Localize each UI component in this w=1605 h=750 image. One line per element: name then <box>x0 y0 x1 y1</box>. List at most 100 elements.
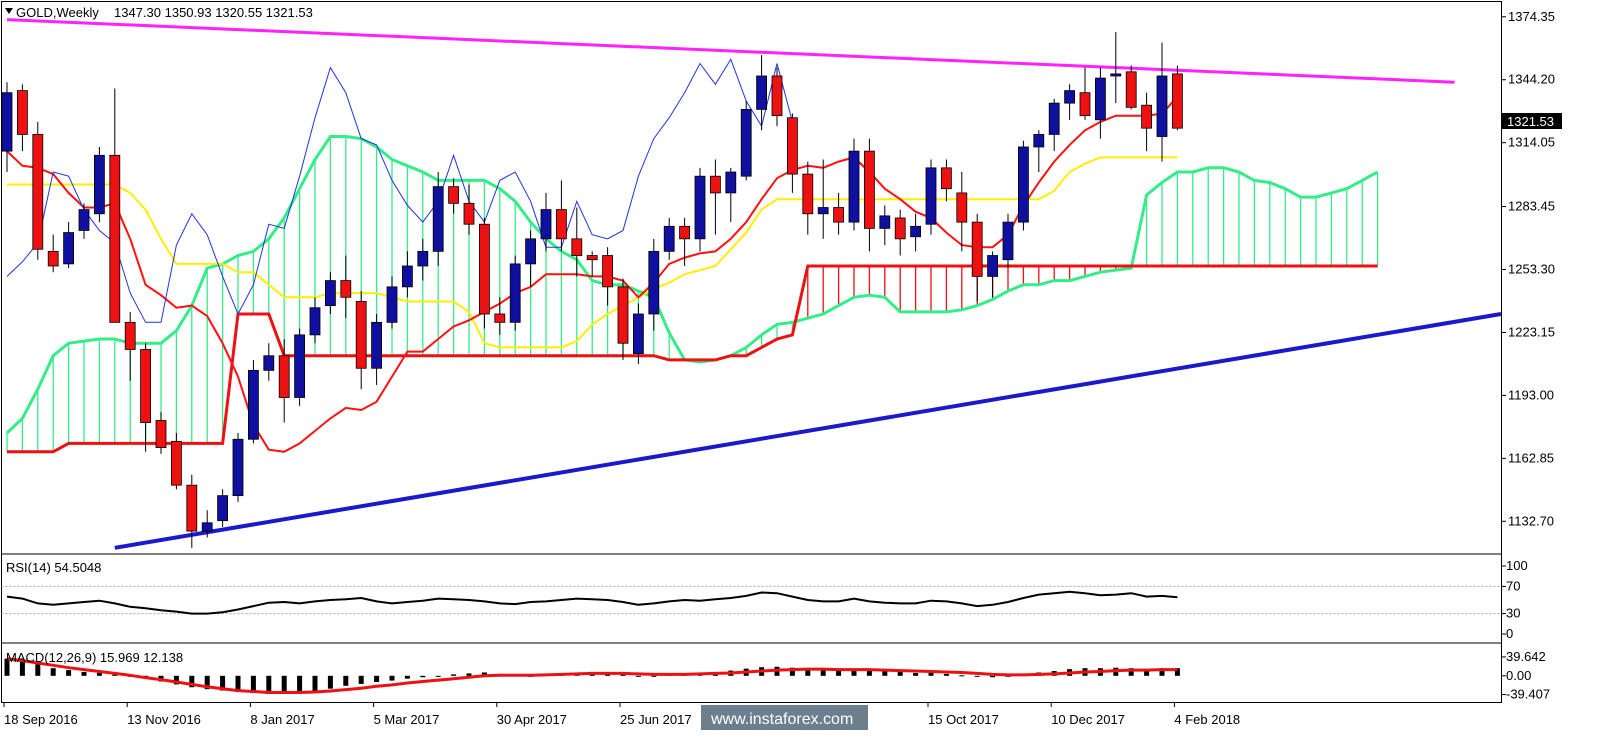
bear-candle <box>478 223 490 315</box>
macd-histogram-bar <box>96 672 102 676</box>
bull-candle <box>540 209 552 240</box>
macd-histogram-bar <box>281 675 287 694</box>
bull-candle <box>94 154 105 215</box>
bear-candle <box>16 90 28 135</box>
price-pane <box>1 18 1502 550</box>
bull-candle <box>1002 221 1014 261</box>
bear-candle <box>602 255 613 288</box>
bear-candle <box>1141 104 1152 129</box>
bull-candle <box>1064 90 1075 104</box>
macd-histogram-bar <box>990 675 996 678</box>
bear-candle <box>155 420 167 449</box>
macd-tick-label: 0.00 <box>1506 668 1531 683</box>
time-tick-label: 15 Oct 2017 <box>928 712 999 727</box>
bear-candle <box>340 280 352 298</box>
bear-candle <box>864 150 875 229</box>
macd-histogram-bar <box>327 675 333 689</box>
time-tick-label: 18 Sep 2016 <box>4 712 78 727</box>
rsi-tick-label: 100 <box>1506 558 1528 573</box>
bear-candle <box>956 192 968 223</box>
macd-histogram-bar <box>1144 669 1150 676</box>
watermark-box <box>701 705 868 730</box>
bull-candle <box>1033 134 1045 148</box>
rsi-title: RSI(14) 54.5048 <box>6 560 101 575</box>
price-tick-label: 1283.45 <box>1508 199 1555 214</box>
macd-histogram-bar <box>435 675 441 677</box>
macd-histogram-bar <box>882 670 888 676</box>
macd-histogram-bar <box>805 669 811 676</box>
price-tick-label: 1314.05 <box>1508 135 1555 150</box>
bull-candle <box>371 321 383 369</box>
bear-candle <box>833 207 844 223</box>
bull-candle <box>247 369 259 440</box>
resistance-trendline <box>6 18 1455 84</box>
bull-candle <box>1110 73 1122 77</box>
macd-histogram-bar <box>220 675 226 691</box>
bear-candle <box>1125 71 1137 108</box>
price-axis: 1374.35 1344.20 1314.05 1283.45 1253.30 1223.… <box>1501 9 1555 528</box>
macd-histogram-bar <box>481 672 487 676</box>
bull-candle <box>509 263 521 323</box>
macd-histogram-bar <box>913 672 919 676</box>
bull-candle <box>525 238 536 265</box>
bear-candle <box>787 117 798 175</box>
bull-candle <box>417 250 429 267</box>
bull-candle <box>633 313 644 355</box>
bull-candle <box>663 225 675 252</box>
macd-histogram-bar <box>451 674 457 676</box>
macd-histogram-bar <box>358 675 364 684</box>
time-tick-label: 30 Apr 2017 <box>497 712 567 727</box>
time-tick-label: 8 Jan 2017 <box>250 712 314 727</box>
bull-candle <box>910 225 921 238</box>
macd-histogram-bar <box>928 672 934 676</box>
macd-histogram-bar <box>620 674 626 676</box>
macd-histogram-bar <box>420 675 426 678</box>
bear-candle <box>186 484 198 532</box>
bull-candle <box>386 286 398 323</box>
watermark-text: www.instaforex.com <box>710 711 853 728</box>
current-price-label: 1321.53 <box>1507 114 1554 129</box>
bear-candle <box>494 313 506 323</box>
bull-candle <box>217 495 229 522</box>
price-tick-label: 1132.70 <box>1508 513 1554 528</box>
main-frame <box>1 1 1502 703</box>
bull-candle <box>756 75 767 110</box>
bull-candle <box>78 209 90 231</box>
macd-histogram-bar <box>189 675 195 688</box>
bull-candle <box>1095 77 1106 121</box>
bear-candle <box>355 301 367 369</box>
bear-candle <box>586 255 598 261</box>
kijun-sen-line <box>7 156 1178 349</box>
bull-candle <box>725 171 737 194</box>
bull-candle <box>401 265 413 288</box>
support-trendline <box>114 312 1502 550</box>
price-tick-label: 1374.35 <box>1508 9 1555 24</box>
macd-histogram-bar <box>1128 668 1134 676</box>
macd-histogram-bar <box>943 673 949 676</box>
bull-candle <box>694 175 706 240</box>
rsi-line <box>6 590 1178 615</box>
time-tick-label: 4 Feb 2018 <box>1174 712 1240 727</box>
bull-candle <box>817 207 829 215</box>
bear-candle <box>771 75 783 117</box>
macd-histogram-bar <box>66 670 72 676</box>
bull-candle <box>294 334 306 398</box>
macd-histogram-bar <box>35 664 41 676</box>
bear-candle <box>617 286 629 344</box>
rsi-tick-label: 30 <box>1506 606 1520 621</box>
rsi-tick-label: 0 <box>1506 626 1513 641</box>
bull-candle <box>648 250 660 315</box>
macd-histogram-bar <box>173 675 179 685</box>
bear-candle <box>1079 92 1091 117</box>
macd-pane: 39.642 0.00 -39.407 <box>4 649 1550 702</box>
bear-candle <box>941 167 952 190</box>
macd-histogram-bar <box>820 670 826 676</box>
bull-candle <box>848 150 860 223</box>
macd-histogram-bar <box>404 675 410 679</box>
macd-histogram-bar <box>250 675 256 693</box>
bull-candle <box>987 255 998 277</box>
header-symbol: GOLD,Weekly <box>16 5 99 20</box>
collapse-triangle-icon[interactable] <box>5 8 13 14</box>
price-tick-label: 1253.30 <box>1508 262 1555 277</box>
current-price-tag <box>1502 113 1562 129</box>
